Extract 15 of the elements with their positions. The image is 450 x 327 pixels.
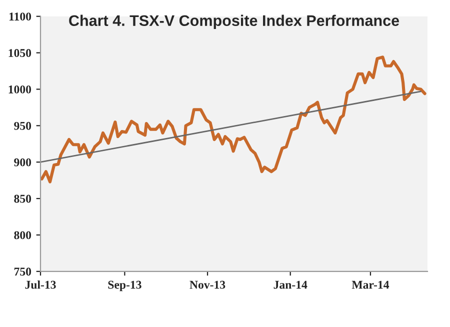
y-tick-label: 1100 xyxy=(9,12,32,21)
x-tick-label: Jan-14 xyxy=(274,280,308,289)
y-tick-label: 900 xyxy=(14,158,32,166)
y-tick-label: 800 xyxy=(14,231,32,240)
y-tick-label: 850 xyxy=(14,194,32,203)
y-tick-label: 1050 xyxy=(8,49,32,57)
x-tick-label: Mar-14 xyxy=(352,280,390,289)
line-series xyxy=(40,56,426,184)
y-tick-label: 950 xyxy=(14,122,32,130)
y-tick-label: 750 xyxy=(14,268,32,276)
x-tick-label: Sep-13 xyxy=(108,280,142,292)
x-tick-label: Nov-13 xyxy=(190,280,226,289)
chart-title: Chart 4. TSX-V Composite Index Performance xyxy=(69,14,400,30)
x-tick-label: Jul-13 xyxy=(25,280,56,289)
y-tick-label: 1000 xyxy=(8,85,32,94)
